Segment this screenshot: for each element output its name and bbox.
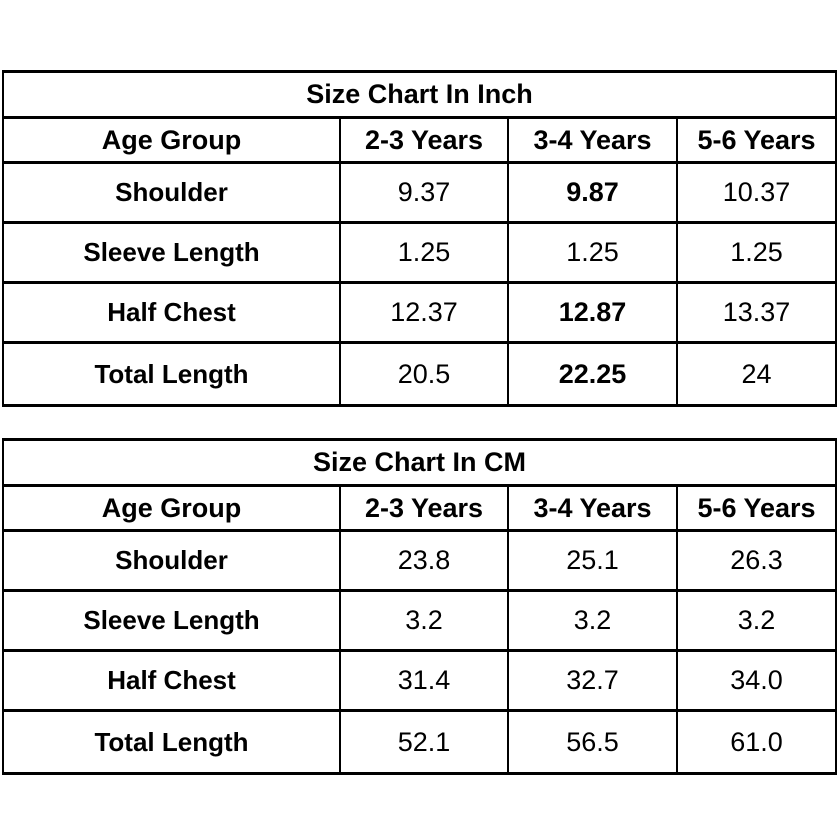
column-header: 3-4 Years bbox=[507, 116, 678, 164]
size-chart-cm-table: Size Chart In CM Age Group 2-3 Years 3-4 Ye… bbox=[1, 438, 838, 775]
cell-value: 9.87 bbox=[507, 161, 678, 224]
cell-value: 3.2 bbox=[507, 589, 678, 652]
cell-value: 23.8 bbox=[339, 529, 509, 592]
cell-value: 10.37 bbox=[675, 161, 838, 224]
cell-value: 26.3 bbox=[675, 529, 838, 592]
cell-value: 1.25 bbox=[675, 221, 838, 284]
table-row: Total Length 20.5 22.25 24 bbox=[2, 341, 838, 407]
table-header-row: Age Group 2-3 Years 3-4 Years 5-6 Years bbox=[2, 116, 838, 164]
cell-value: 61.0 bbox=[675, 709, 838, 775]
cell-value: 52.1 bbox=[339, 709, 509, 775]
column-header: Age Group bbox=[2, 116, 341, 164]
cell-value: 20.5 bbox=[339, 341, 509, 407]
cell-value: 9.37 bbox=[339, 161, 509, 224]
row-label: Shoulder bbox=[2, 161, 341, 224]
cell-value: 32.7 bbox=[507, 649, 678, 712]
column-header: 2-3 Years bbox=[339, 116, 509, 164]
table-title: Size Chart In CM bbox=[1, 438, 838, 487]
cell-value: 3.2 bbox=[339, 589, 509, 652]
cell-value: 56.5 bbox=[507, 709, 678, 775]
cell-value: 12.87 bbox=[507, 281, 678, 344]
row-label: Total Length bbox=[2, 341, 341, 407]
column-header: Age Group bbox=[2, 484, 341, 532]
row-label: Shoulder bbox=[2, 529, 341, 592]
column-header: 3-4 Years bbox=[507, 484, 678, 532]
table-header-row: Age Group 2-3 Years 3-4 Years 5-6 Years bbox=[2, 484, 838, 532]
row-label: Sleeve Length bbox=[2, 589, 341, 652]
table-title-row: Size Chart In Inch bbox=[1, 70, 838, 119]
table-row: Total Length 52.1 56.5 61.0 bbox=[2, 709, 838, 775]
table-row: Half Chest 31.4 32.7 34.0 bbox=[2, 649, 838, 712]
row-label: Sleeve Length bbox=[2, 221, 341, 284]
cell-value: 12.37 bbox=[339, 281, 509, 344]
table-title-row: Size Chart In CM bbox=[1, 438, 838, 487]
cell-value: 31.4 bbox=[339, 649, 509, 712]
column-header: 5-6 Years bbox=[675, 484, 838, 532]
cell-value: 1.25 bbox=[339, 221, 509, 284]
cell-value: 3.2 bbox=[675, 589, 838, 652]
cell-value: 34.0 bbox=[675, 649, 838, 712]
cell-value: 1.25 bbox=[507, 221, 678, 284]
table-row: Sleeve Length 3.2 3.2 3.2 bbox=[2, 589, 838, 652]
table-row: Shoulder 23.8 25.1 26.3 bbox=[2, 529, 838, 592]
column-header: 5-6 Years bbox=[675, 116, 838, 164]
cell-value: 25.1 bbox=[507, 529, 678, 592]
cell-value: 13.37 bbox=[675, 281, 838, 344]
table-row: Sleeve Length 1.25 1.25 1.25 bbox=[2, 221, 838, 284]
row-label: Half Chest bbox=[2, 649, 341, 712]
size-chart-inch-table: Size Chart In Inch Age Group 2-3 Years 3-4 … bbox=[1, 70, 838, 407]
table-title: Size Chart In Inch bbox=[1, 70, 838, 119]
table-row: Half Chest 12.37 12.87 13.37 bbox=[2, 281, 838, 344]
cell-value: 22.25 bbox=[507, 341, 678, 407]
table-row: Shoulder 9.37 9.87 10.37 bbox=[2, 161, 838, 224]
cell-value: 24 bbox=[675, 341, 838, 407]
column-header: 2-3 Years bbox=[339, 484, 509, 532]
row-label: Total Length bbox=[2, 709, 341, 775]
row-label: Half Chest bbox=[2, 281, 341, 344]
